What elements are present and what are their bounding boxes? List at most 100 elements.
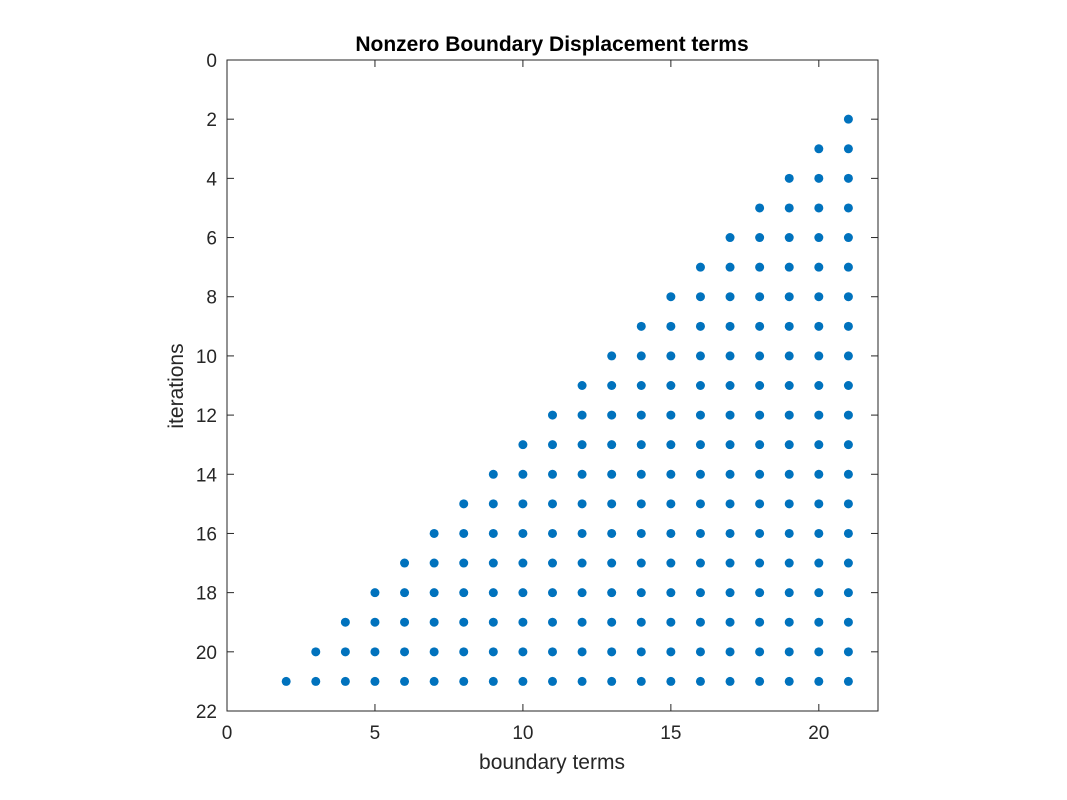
data-point bbox=[459, 528, 469, 538]
data-point bbox=[755, 262, 765, 272]
data-point bbox=[725, 292, 735, 302]
data-point bbox=[340, 617, 350, 627]
data-point bbox=[784, 262, 794, 272]
data-point bbox=[429, 588, 439, 598]
data-point bbox=[488, 647, 498, 657]
data-point bbox=[784, 233, 794, 243]
data-point bbox=[695, 617, 705, 627]
data-point bbox=[636, 647, 646, 657]
data-point bbox=[518, 469, 528, 479]
data-point bbox=[577, 499, 587, 509]
data-point bbox=[636, 351, 646, 361]
data-point bbox=[577, 528, 587, 538]
data-point bbox=[725, 351, 735, 361]
y-tick-label: 4 bbox=[206, 169, 217, 190]
data-point bbox=[725, 676, 735, 686]
data-point bbox=[784, 203, 794, 213]
data-point bbox=[666, 440, 676, 450]
data-point bbox=[577, 617, 587, 627]
data-point bbox=[400, 617, 410, 627]
data-point bbox=[725, 528, 735, 538]
data-point bbox=[725, 381, 735, 390]
data-point bbox=[755, 381, 765, 390]
data-point bbox=[607, 440, 617, 450]
chart-title: Nonzero Boundary Displacement terms bbox=[355, 33, 748, 56]
data-point bbox=[636, 381, 646, 390]
data-point bbox=[784, 410, 794, 420]
data-point bbox=[548, 469, 557, 479]
data-point bbox=[695, 410, 705, 420]
data-point bbox=[725, 647, 735, 657]
data-point bbox=[725, 558, 735, 568]
data-point bbox=[814, 292, 824, 302]
data-point bbox=[814, 262, 824, 272]
data-point bbox=[636, 440, 646, 450]
data-point bbox=[755, 469, 765, 479]
data-point bbox=[429, 617, 439, 627]
data-point bbox=[607, 558, 617, 568]
data-point bbox=[607, 588, 617, 598]
data-point bbox=[814, 676, 824, 686]
data-point bbox=[695, 499, 705, 509]
data-point bbox=[695, 528, 705, 538]
data-point bbox=[518, 499, 528, 509]
data-point bbox=[607, 647, 617, 657]
data-point bbox=[488, 528, 498, 538]
data-point bbox=[636, 558, 646, 568]
data-point bbox=[784, 676, 794, 686]
data-point bbox=[607, 499, 617, 509]
data-point bbox=[755, 440, 765, 450]
data-point bbox=[695, 469, 705, 479]
y-tick-label: 10 bbox=[196, 347, 217, 368]
data-point bbox=[843, 203, 853, 213]
data-point bbox=[695, 647, 705, 657]
data-point bbox=[577, 410, 587, 420]
data-point bbox=[281, 676, 291, 686]
data-point bbox=[843, 499, 853, 509]
data-point bbox=[843, 381, 853, 390]
data-point bbox=[843, 410, 853, 420]
data-point bbox=[666, 469, 676, 479]
data-point bbox=[784, 647, 794, 657]
data-point bbox=[755, 558, 765, 568]
data-point bbox=[725, 588, 735, 598]
data-point bbox=[577, 676, 587, 686]
data-point bbox=[400, 647, 410, 657]
data-point bbox=[548, 528, 557, 538]
data-point bbox=[843, 588, 853, 598]
data-point bbox=[518, 558, 528, 568]
data-point bbox=[488, 558, 498, 568]
data-point bbox=[666, 647, 676, 657]
data-point bbox=[814, 144, 824, 154]
data-point bbox=[784, 558, 794, 568]
data-point bbox=[370, 676, 380, 686]
data-point bbox=[459, 676, 469, 686]
data-point bbox=[607, 381, 617, 390]
data-point bbox=[488, 676, 498, 686]
y-tick-label: 14 bbox=[196, 465, 218, 486]
data-point bbox=[843, 647, 853, 657]
data-point bbox=[755, 528, 765, 538]
data-point bbox=[636, 676, 646, 686]
data-point bbox=[548, 647, 557, 657]
data-point bbox=[636, 617, 646, 627]
x-tick-label: 5 bbox=[370, 723, 381, 744]
data-point bbox=[755, 410, 765, 420]
y-tick-label: 6 bbox=[206, 229, 217, 250]
data-point bbox=[370, 617, 380, 627]
data-point bbox=[755, 499, 765, 509]
data-point bbox=[488, 617, 498, 627]
data-point bbox=[607, 617, 617, 627]
plot-area: 0 5 10 15 20 0 2 4 6 8 10 12 14 16 18 20 22 bbox=[196, 51, 879, 744]
data-point bbox=[814, 469, 824, 479]
data-point bbox=[607, 528, 617, 538]
data-point bbox=[814, 351, 824, 361]
data-point bbox=[695, 558, 705, 568]
data-point bbox=[755, 617, 765, 627]
data-point bbox=[784, 381, 794, 390]
data-point bbox=[784, 499, 794, 509]
y-tick-label: 22 bbox=[196, 702, 217, 723]
data-point bbox=[725, 262, 735, 272]
data-point bbox=[695, 588, 705, 598]
data-point bbox=[577, 647, 587, 657]
